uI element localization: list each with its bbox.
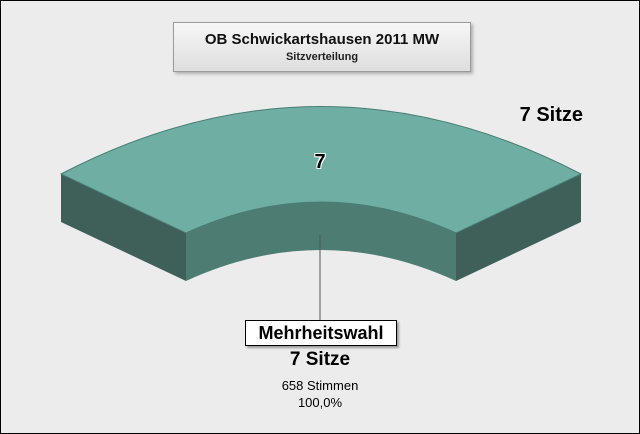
chart-subtitle: Sitzverteilung [285, 51, 359, 63]
party-seats-label: 7 Sitze [289, 349, 351, 370]
party-percent-label: 100,0% [297, 395, 343, 410]
segment-left-side-face [61, 174, 186, 281]
title-box: OB Schwickartshausen 2011 MW Sitzverteil… [173, 22, 471, 72]
segment-right-side-face [456, 174, 581, 281]
segment-mehrheitswahl [59, 106, 583, 234]
total-seats-label: 7 Sitze [519, 104, 583, 126]
party-votes-label: 658 Stimmen [281, 378, 359, 393]
chart-title: OB Schwickartshausen 2011 MW [204, 31, 440, 48]
party-name-label: Mehrheitswahl [245, 320, 397, 346]
segment-inner-front-face [186, 202, 456, 281]
